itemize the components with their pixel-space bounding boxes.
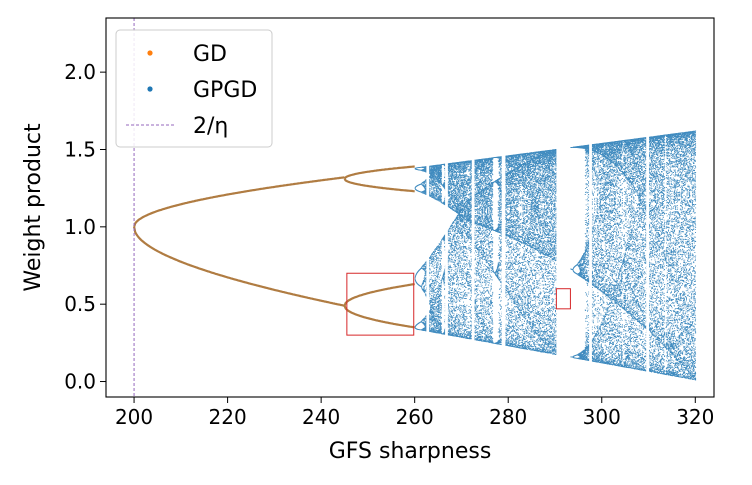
y-tick-label: 0.0 (64, 370, 96, 394)
legend-label: GD (193, 42, 227, 67)
x-axis-label: GFS sharpness (329, 439, 492, 464)
y-tick-label: 1.0 (64, 215, 96, 239)
periodic-window-5 (589, 18, 592, 397)
periodic-window-6 (646, 18, 649, 397)
x-tick-label: 280 (489, 405, 527, 429)
gd-scatter-series (133, 165, 415, 329)
gd-branch-p4-b (343, 178, 415, 193)
gpgd-scatter-series (414, 18, 697, 397)
gpgd-points (414, 130, 697, 381)
gd-branch-p4-d (343, 305, 415, 329)
axes: 200 220 240 260 280 300 320 0.0 0.5 1.0 1.5 2.0 GFS … (21, 17, 715, 464)
x-tick-label: 260 (396, 405, 434, 429)
y-tick-label: 2.0 (64, 60, 96, 84)
gd-branch-p4-c (343, 283, 415, 307)
legend-box (115, 29, 273, 148)
periodic-window-1 (445, 18, 448, 397)
legend: GD GPGD 2/η (115, 29, 273, 148)
gd-branch-p4-a (343, 165, 415, 180)
gd-branch-upper (133, 176, 345, 228)
zoom-box-2 (555, 288, 571, 310)
plot-frame (105, 17, 715, 398)
legend-marker-gd (147, 50, 153, 56)
legend-label: GPGD (193, 78, 257, 103)
periodic-window-0 (426, 18, 430, 397)
zoom-box-1 (346, 272, 415, 336)
periodic-window-2 (471, 18, 475, 397)
periodic-window-3 (501, 18, 506, 397)
y-axis-label: Weight product (21, 123, 46, 292)
legend-marker-gpgd (147, 86, 153, 92)
y-tick-label: 1.5 (64, 137, 96, 161)
periodic-window-4 (556, 18, 571, 397)
x-tick-label: 320 (676, 405, 714, 429)
x-tick-label: 240 (302, 405, 340, 429)
y-tick-label: 0.5 (64, 292, 96, 316)
x-tick-label: 200 (115, 405, 153, 429)
legend-label: 2/η (193, 114, 228, 139)
x-tick-label: 220 (209, 405, 247, 429)
annotation-layer (133, 18, 571, 397)
x-tick-label: 300 (583, 405, 621, 429)
gd-branch-lower (133, 226, 345, 307)
